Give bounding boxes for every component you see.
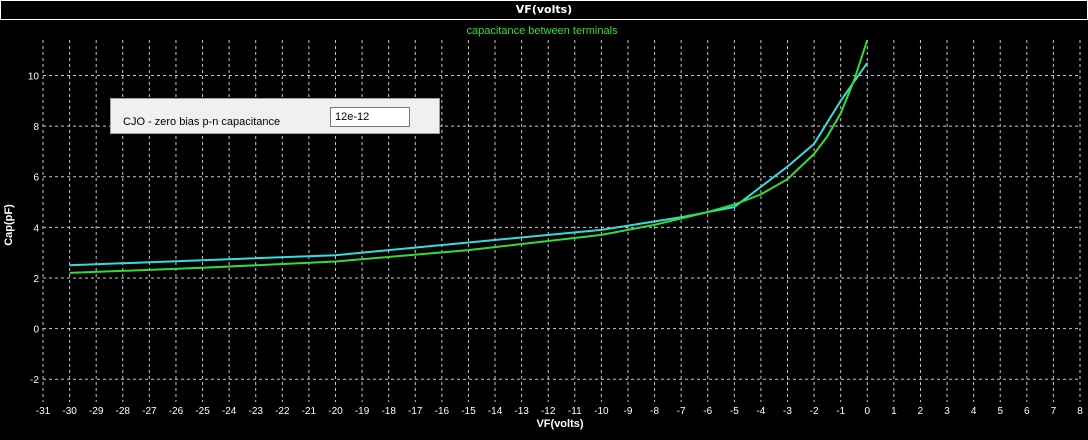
x-tick-label: 8 [1077,406,1083,417]
x-tick-label: -20 [328,406,343,417]
x-tick-label: -7 [677,406,686,417]
x-tick-label: -26 [169,406,184,417]
x-tick-label: -14 [488,406,503,417]
x-tick-label: 3 [944,406,950,417]
x-tick-label: -18 [381,406,396,417]
x-tick-label: 0 [865,406,871,417]
x-tick-label: -9 [624,406,633,417]
x-tick-label: 4 [971,406,977,417]
x-tick-label: -1 [836,406,845,417]
x-tick-label: -23 [248,406,263,417]
y-tick-label: 2 [33,274,39,285]
x-tick-label: -19 [355,406,370,417]
y-tick-label: 8 [33,122,39,133]
x-tick-label: -13 [514,406,529,417]
x-tick-label: -5 [730,406,739,417]
x-tick-label: -22 [275,406,290,417]
y-axis-label: Cap(pF) [3,204,15,246]
tick-labels: -31 -30 -29 -28 -27 -26 -25 -24 -23 -22 -21 -20 -19-… [28,71,1083,417]
x-tick-label: -3 [783,406,792,417]
x-tick-label: -27 [142,406,157,417]
y-tick-label: 6 [33,173,39,184]
y-tick-label: -2 [30,375,39,386]
cjo-input[interactable] [330,107,410,127]
x-tick-label: 2 [918,406,924,417]
series-lines [69,39,869,274]
x-tick-label: -29 [89,406,104,417]
y-tick-label: 4 [33,223,39,234]
x-tick-label: -31 [36,406,51,417]
parameter-panel: CJO - zero bias p-n capacitance [110,98,440,134]
chart-title: capacitance between terminals [466,25,618,37]
x-tick-label: -4 [756,406,765,417]
grid-lines [42,40,1081,402]
x-tick-label: 7 [1051,406,1057,417]
y-tick-label: 10 [28,71,40,82]
x-tick-label: -25 [195,406,210,417]
window-title: VF(volts) [0,0,1088,20]
x-tick-label: 5 [997,406,1003,417]
x-tick-label: -12 [541,406,556,417]
x-tick-label: -6 [703,406,712,417]
x-tick-label: -15 [461,406,476,417]
x-tick-label: -17 [408,406,423,417]
y-tick-label: 0 [33,325,39,336]
x-tick-label: 6 [1024,406,1030,417]
x-tick-label: -30 [62,406,77,417]
x-tick-label: -10 [594,406,609,417]
x-tick-label: -2 [810,406,819,417]
x-tick-label: -21 [302,406,317,417]
cjo-label: CJO - zero bias p-n capacitance [123,116,281,128]
x-axis-label: VF(volts) [536,418,583,430]
series-line-1 [69,39,869,274]
x-tick-label: -24 [222,406,237,417]
x-tick-label: -16 [435,406,450,417]
x-tick-label: -11 [568,406,582,417]
x-tick-label: -8 [650,406,659,417]
x-tick-label: -28 [116,406,131,417]
x-tick-label: 1 [891,406,897,417]
capacitance-chart: -31 -30 -29 -28 -27 -26 -25 -24 -23 -22 -21 -20 -19-… [3,25,1083,430]
